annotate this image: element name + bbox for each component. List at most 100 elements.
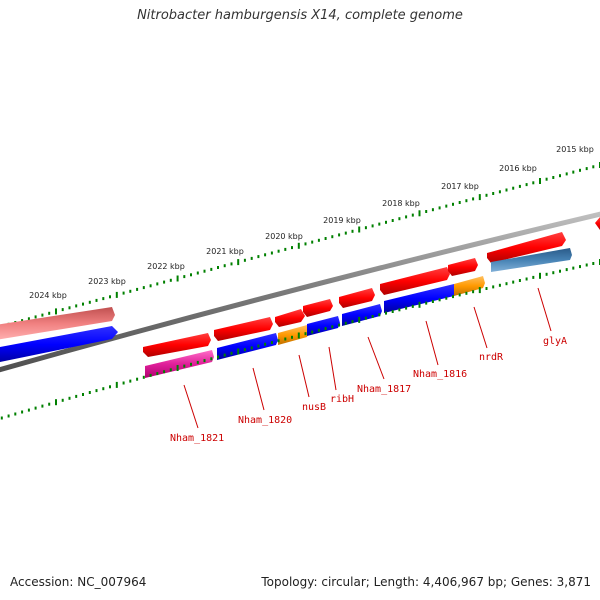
outer-tick-minor [210, 267, 213, 271]
inner-tick-minor [452, 295, 454, 299]
outer-tick-minor [472, 197, 475, 201]
gene-red-1816 [380, 267, 450, 295]
inner-tick-minor [95, 389, 98, 393]
genome-backbone [0, 211, 600, 373]
outer-tick-minor [458, 201, 461, 204]
outer-tick-major [358, 226, 361, 233]
inner-tick-minor [0, 416, 3, 420]
inner-tick-minor [311, 330, 314, 334]
inner-tick-minor [458, 293, 461, 297]
gene-pink-1821 [145, 350, 214, 378]
outer-tick-minor [344, 231, 347, 235]
outer-tick-minor [585, 167, 588, 171]
inner-tick-minor [518, 279, 521, 282]
inner-tick-minor [552, 271, 555, 275]
outer-tick-minor [88, 300, 91, 304]
gene-label-nrdr: nrdR [479, 352, 504, 363]
outer-tick-minor [304, 242, 307, 246]
outer-tick-minor [465, 199, 468, 203]
inner-tick-minor [196, 360, 199, 364]
inner-tick-minor [351, 320, 354, 324]
outer-tick-minor [565, 172, 568, 176]
inner-tick-major [176, 365, 179, 371]
kbp-label: 2015 kbp [556, 145, 594, 154]
outer-tick-minor [425, 210, 428, 213]
outer-tick-minor [398, 217, 401, 221]
outer-tick-minor [21, 319, 24, 323]
inner-tick-minor [210, 357, 213, 361]
gene-red-edge [595, 217, 600, 230]
gene-red-glya [487, 232, 566, 263]
kbp-label: 2018 kbp [382, 199, 420, 208]
outer-tick-minor [364, 226, 367, 230]
outer-tick-minor [579, 168, 581, 172]
inner-tick-minor [88, 391, 91, 394]
outer-tick-minor [34, 315, 37, 319]
inner-tick-minor [465, 291, 468, 295]
outer-tick-minor [452, 202, 454, 206]
inner-tick-minor [505, 282, 508, 286]
outer-tick-minor [169, 278, 172, 282]
outer-tick-major [478, 194, 481, 201]
inner-tick-minor [68, 396, 71, 400]
outer-tick-minor [518, 184, 521, 188]
outer-tick-minor [142, 286, 145, 290]
inner-tick-minor [27, 408, 30, 412]
gene-salmon [0, 307, 115, 340]
outer-tick-minor [559, 174, 561, 178]
outer-tick-minor [122, 291, 125, 295]
inner-tick-minor [371, 315, 374, 318]
kbp-label: 2019 kbp [323, 216, 361, 225]
outer-tick-minor [378, 222, 381, 226]
outer-tick-minor [485, 193, 488, 197]
inner-tick-minor [304, 332, 307, 336]
outer-tick-minor [277, 249, 280, 253]
inner-tick-minor [149, 373, 152, 377]
gene-red-ribh [303, 299, 333, 317]
gene-label-nham-1817: Nham_1817 [357, 384, 411, 395]
outer-tick-minor [163, 280, 166, 284]
outer-tick-minor [331, 235, 334, 239]
inner-tick-minor [579, 265, 581, 269]
outer-tick-minor [95, 298, 98, 302]
gene-red-1817 [339, 288, 375, 308]
outer-tick-minor [27, 317, 30, 321]
outer-tick-major [418, 210, 421, 217]
inner-tick-minor [230, 351, 233, 355]
inner-tick-minor [378, 313, 381, 317]
inner-tick-minor [190, 362, 192, 366]
genome-stats: Topology: circular; Length: 4,406,967 bp… [261, 575, 591, 589]
outer-tick-minor [41, 313, 44, 317]
outer-tick-major [115, 291, 118, 298]
inner-tick-minor [7, 414, 10, 418]
inner-tick-minor [532, 275, 535, 279]
inner-tick-minor [431, 300, 434, 303]
inner-tick-minor [122, 381, 125, 385]
outer-tick-minor [545, 177, 548, 181]
inner-tick-minor [223, 353, 226, 357]
inner-tick-minor [156, 372, 159, 376]
outer-tick-minor [431, 208, 434, 212]
gene-blue-left [0, 326, 118, 362]
inner-tick-minor [270, 341, 273, 345]
inner-tick-minor [512, 280, 515, 284]
outer-tick-minor [48, 311, 51, 315]
outer-tick-minor [572, 170, 575, 174]
inner-tick-minor [61, 398, 64, 402]
gene-orange-nrdr [454, 276, 485, 296]
gene-red-nusb [275, 309, 305, 327]
gene-orange-nusb [278, 325, 309, 345]
outer-tick-major [176, 275, 179, 282]
kbp-label: 2023 kbp [88, 277, 126, 286]
gene-labels: Nham_1821 Nham_1820 nusB ribH Nham_1817 … [170, 336, 567, 444]
inner-tick-major [418, 301, 421, 308]
gene-steel-glya [491, 248, 572, 272]
inner-tick-minor [445, 296, 448, 300]
inner-tick-minor [250, 346, 253, 350]
outer-tick-minor [291, 246, 293, 250]
inner-tick-minor [405, 306, 408, 310]
outer-tick-minor [525, 183, 528, 187]
inner-tick-minor [385, 311, 387, 315]
outer-tick-minor [405, 215, 408, 219]
